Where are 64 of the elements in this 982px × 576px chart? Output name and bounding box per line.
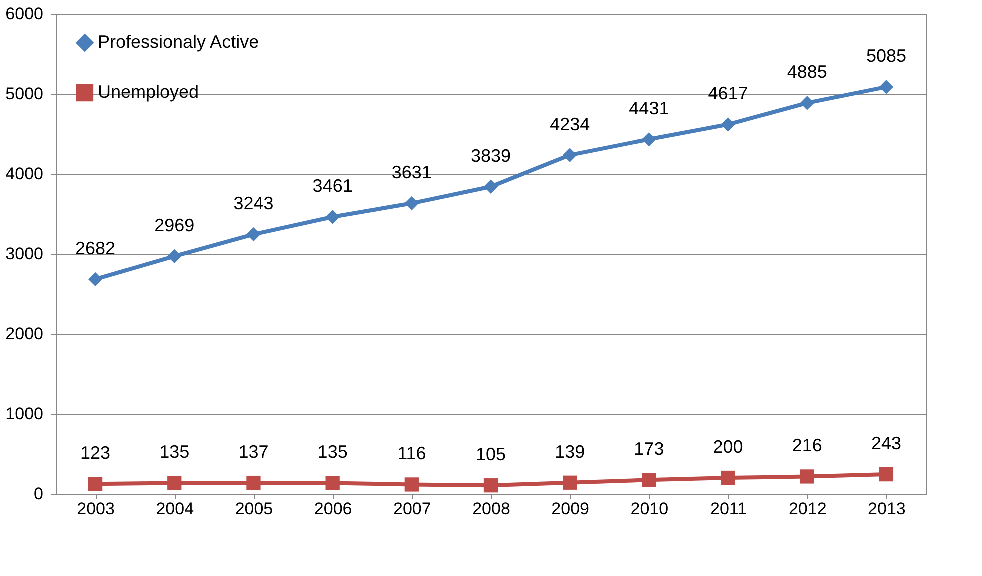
data-label: 135	[318, 442, 348, 462]
point	[246, 227, 261, 242]
x-tick-label: 2012	[788, 500, 827, 518]
point	[168, 249, 182, 264]
y-tick-label: 4000	[6, 164, 44, 184]
point	[800, 470, 814, 484]
data-label: 123	[80, 443, 111, 464]
data-label: 135	[160, 442, 190, 462]
x-tick-label: 2006	[314, 500, 352, 518]
data-label: 2682	[76, 238, 116, 258]
point	[800, 96, 814, 110]
data-label: 173	[634, 439, 664, 460]
x-tick-label: 2011	[710, 500, 748, 518]
data-label: 137	[238, 442, 269, 462]
y-tick-label: 1000	[6, 404, 44, 424]
point	[484, 478, 498, 493]
x-tick-label: 2008	[472, 500, 510, 518]
point	[642, 132, 656, 147]
data-label: 4431	[629, 98, 670, 119]
point	[404, 478, 419, 492]
point	[246, 476, 261, 490]
y-tick-label: 0	[34, 484, 44, 504]
data-label: 139	[555, 442, 586, 462]
data-label: 116	[398, 444, 426, 464]
x-tick-label: 2004	[156, 500, 194, 518]
point	[326, 476, 340, 490]
y-tick-label: 5000	[6, 84, 44, 104]
point	[563, 476, 578, 490]
point	[404, 196, 419, 211]
point	[563, 148, 578, 162]
legend-label: Unemployed	[98, 82, 200, 102]
x-tick-label: 2007	[393, 500, 432, 518]
point	[642, 473, 656, 488]
point	[721, 470, 736, 486]
point	[88, 272, 103, 287]
x-tick-label: 2003	[77, 500, 115, 518]
point	[168, 476, 182, 490]
data-label: 3243	[234, 194, 274, 214]
data-label: 216	[792, 436, 822, 456]
data-label: 2969	[154, 215, 195, 236]
data-label: 3461	[312, 176, 353, 196]
point	[879, 467, 894, 482]
point	[326, 210, 340, 224]
data-label: 105	[476, 444, 506, 465]
point	[484, 180, 498, 194]
y-tick-label: 2000	[6, 324, 44, 344]
x-tick-label: 2009	[552, 500, 590, 518]
point	[879, 80, 894, 94]
x-tick-label: 2005	[235, 500, 274, 518]
data-label: 243	[871, 434, 902, 454]
x-tick-label: 2010	[630, 500, 669, 518]
data-label: 4617	[708, 84, 748, 104]
y-tick-label: 3000	[6, 244, 44, 264]
data-label: 5085	[866, 46, 906, 66]
data-label: 4234	[550, 114, 590, 134]
point	[721, 118, 736, 132]
y-tick-label: 6000	[6, 4, 44, 24]
point	[88, 477, 103, 492]
x-tick-label: 2013	[868, 500, 906, 518]
data-label: 3839	[470, 146, 512, 166]
data-label: 200	[713, 437, 744, 457]
data-label: 3631	[392, 162, 432, 183]
data-label: 4885	[787, 62, 828, 82]
legend-label: Professionaly Active	[98, 32, 260, 52]
